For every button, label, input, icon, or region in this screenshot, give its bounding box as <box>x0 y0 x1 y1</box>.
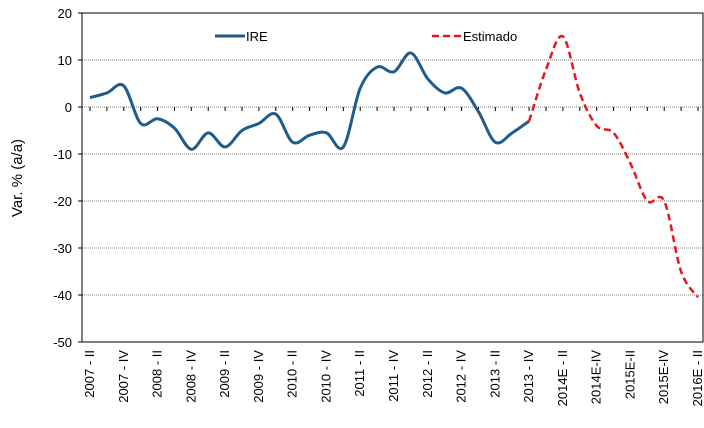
x-tick-label: 2011 - II <box>352 350 367 397</box>
y-tick-label: 10 <box>58 53 72 68</box>
x-tick-label: 2009 - II <box>217 350 232 398</box>
x-tick-label: 2012 - II <box>420 350 435 398</box>
x-tick-label: 2014E - II <box>555 350 570 406</box>
y-tick-label: -10 <box>53 147 72 162</box>
x-tick-label: 2008 - IV <box>183 350 198 403</box>
x-tick-label: 2011 - IV <box>386 350 401 402</box>
x-tick-label: 2012 - IV <box>454 350 469 403</box>
x-tick-label: 2014E-IV <box>589 350 604 405</box>
y-tick-label: -50 <box>53 335 72 350</box>
x-tick-label: 2010 - IV <box>318 350 333 403</box>
x-tick-label: 2010 - II <box>285 350 300 398</box>
x-tick-label: 2007 - IV <box>116 350 131 403</box>
y-tick-label: 20 <box>58 6 72 21</box>
legend-label: IRE <box>246 29 268 44</box>
x-tick-label: 2013 - II <box>487 350 502 398</box>
series-line <box>527 34 700 299</box>
x-tick-label: 2008 - II <box>150 350 165 398</box>
x-tick-label: 2015E-II <box>622 350 637 399</box>
y-axis-label: Var. % (a/a) <box>9 139 26 217</box>
y-tick-label: -20 <box>53 194 72 209</box>
x-tick-label: 2007 - II <box>82 350 97 398</box>
y-tick-label: -40 <box>53 288 72 303</box>
legend-label: Estimado <box>463 29 517 44</box>
x-tick-label: 2015E-IV <box>656 350 671 405</box>
plot-frame <box>81 12 704 343</box>
series-line <box>89 51 530 151</box>
x-tick-label: 2009 - IV <box>251 350 266 403</box>
y-tick-label: 0 <box>65 100 72 115</box>
x-tick-label: 2016E - II <box>690 350 704 406</box>
x-tick-label: 2013 - IV <box>521 350 536 403</box>
y-tick-label: -30 <box>53 241 72 256</box>
